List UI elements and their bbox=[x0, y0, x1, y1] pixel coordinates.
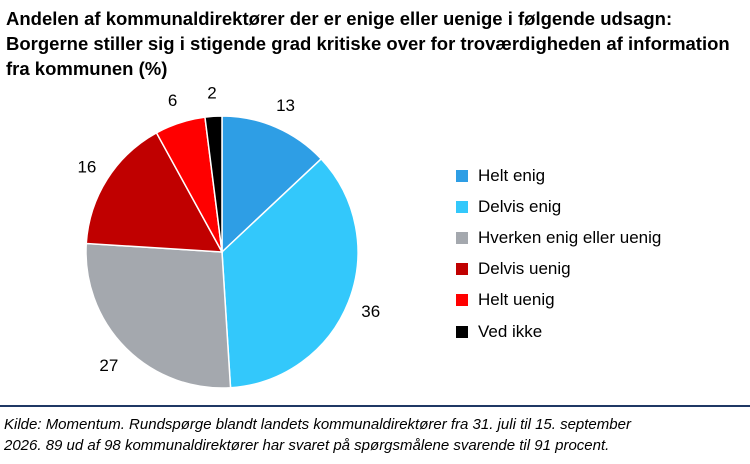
source-note: Kilde: Momentum. Rundspørge blandt lande… bbox=[4, 414, 744, 456]
data-label-ved-ikke: 2 bbox=[207, 83, 216, 102]
legend-label: Helt enig bbox=[478, 165, 546, 185]
source-line-1: Kilde: Momentum. Rundspørge blandt lande… bbox=[4, 416, 631, 433]
pie-slice-ved-ikke bbox=[204, 115, 223, 253]
legend-label: Hverken enig eller uenig bbox=[478, 227, 662, 247]
legend-swatch bbox=[456, 169, 468, 182]
legend-swatch bbox=[456, 294, 468, 307]
source-line-2: 2026. 89 ud af 98 kommunaldirektører har… bbox=[4, 437, 610, 454]
chart-title: Andelen af kommunaldirektører der er eni… bbox=[6, 6, 746, 81]
legend-item-ved-ikke: Ved ikke bbox=[456, 316, 661, 347]
pie-slice-hverken-enig-eller-uenig bbox=[85, 242, 232, 389]
legend-label: Delvis enig bbox=[478, 196, 562, 216]
data-label-delvis-uenig: 16 bbox=[77, 157, 96, 176]
legend-item-helt-enig: Helt enig bbox=[456, 160, 661, 191]
pie-chart: 13 36 27 16 6 2 bbox=[77, 83, 380, 389]
legend-swatch bbox=[456, 325, 468, 338]
pie-slice-delvis-uenig bbox=[85, 131, 224, 253]
legend-item-helt-uenig: Helt uenig bbox=[456, 285, 661, 316]
chart-legend: Helt enig Delvis enig Hverken enig eller u… bbox=[456, 160, 661, 347]
data-label-helt-uenig: 6 bbox=[168, 91, 177, 110]
legend-swatch bbox=[456, 231, 468, 244]
data-label-delvis-enig: 36 bbox=[361, 302, 380, 321]
legend-swatch bbox=[456, 200, 468, 213]
legend-item-hverken-enig-eller-uenig: Hverken enig eller uenig bbox=[456, 222, 661, 253]
divider-line bbox=[0, 405, 750, 407]
chart-title-line-1: Andelen af kommunaldirektører der er eni… bbox=[6, 8, 673, 29]
pie-slice-helt-enig bbox=[221, 115, 323, 254]
legend-label: Ved ikke bbox=[478, 321, 543, 341]
legend-label: Delvis uenig bbox=[478, 259, 571, 279]
data-label-helt-enig: 13 bbox=[276, 96, 295, 115]
chart-title-line-3: fra kommunen (%) bbox=[6, 58, 168, 79]
legend-label: Helt uenig bbox=[478, 290, 555, 310]
pie-slice-delvis-enig bbox=[221, 157, 359, 389]
legend-swatch bbox=[456, 263, 468, 276]
legend-item-delvis-uenig: Delvis uenig bbox=[456, 254, 661, 285]
legend-item-delvis-enig: Delvis enig bbox=[456, 191, 661, 222]
chart-title-line-2: Borgerne stiller sig i stigende grad kri… bbox=[6, 33, 730, 54]
data-label-hverken-enig-eller-uenig: 27 bbox=[99, 356, 118, 375]
